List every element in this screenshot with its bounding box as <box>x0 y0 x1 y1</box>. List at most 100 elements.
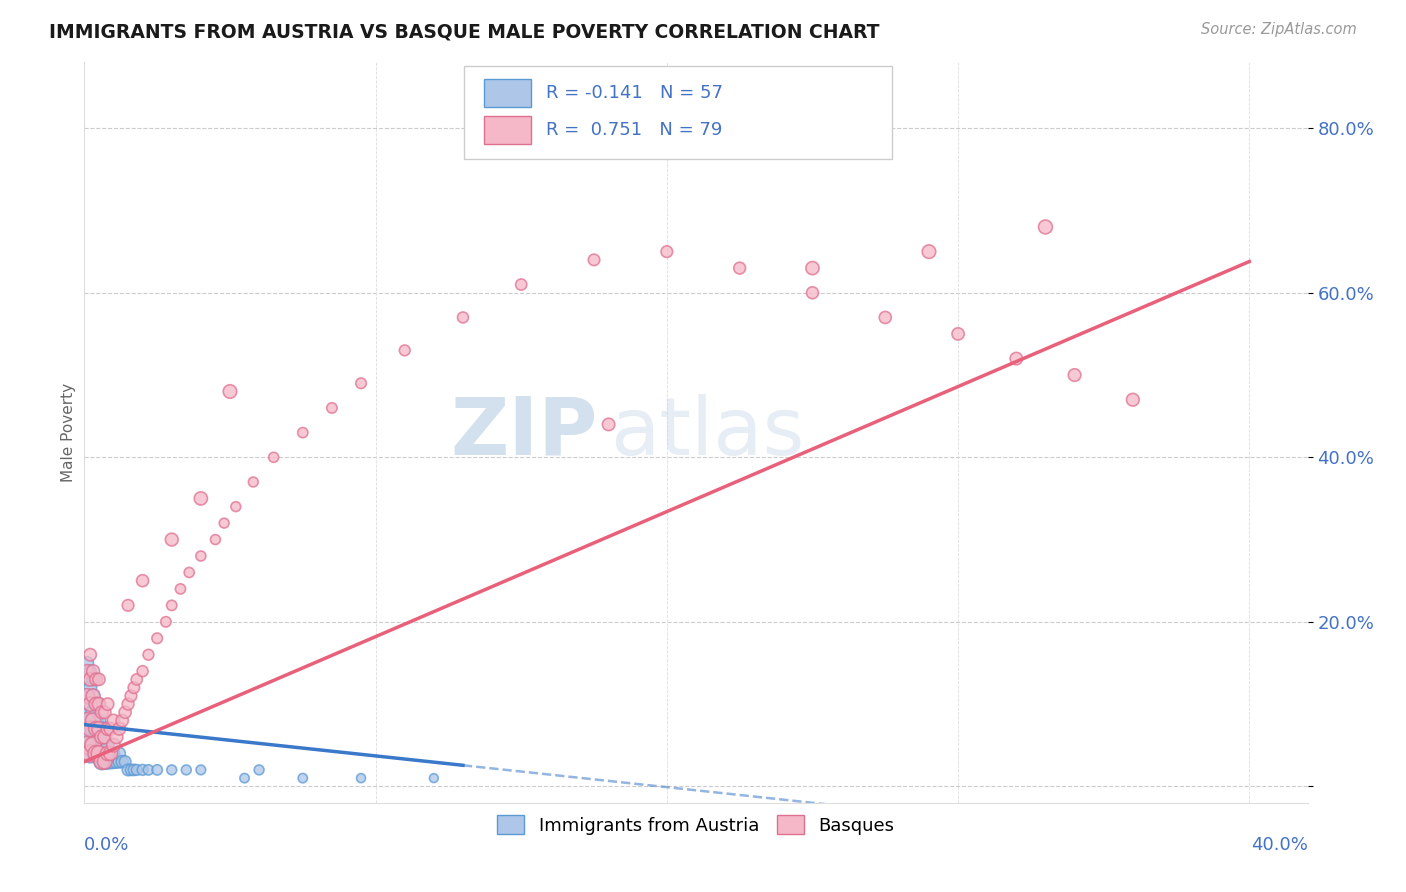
Point <box>93 755 115 769</box>
Point <box>87 730 110 744</box>
Point <box>105 730 128 744</box>
Point <box>1122 392 1144 407</box>
Point <box>117 697 139 711</box>
Y-axis label: Male Poverty: Male Poverty <box>60 383 76 483</box>
Point <box>117 763 139 777</box>
Point <box>84 747 107 761</box>
Point <box>84 714 107 728</box>
Point <box>90 755 112 769</box>
Point <box>90 738 112 752</box>
Point <box>190 491 212 506</box>
Point <box>90 706 112 720</box>
Point <box>423 771 446 785</box>
Text: ZIP: ZIP <box>451 393 598 472</box>
Point <box>100 747 122 761</box>
Point <box>76 722 98 736</box>
Point <box>1005 351 1028 366</box>
Point <box>82 706 104 720</box>
Point <box>108 722 131 736</box>
Point <box>122 763 145 777</box>
Point <box>79 664 101 678</box>
Point <box>90 730 112 744</box>
Point <box>84 697 107 711</box>
Point <box>583 252 606 267</box>
Point <box>76 706 98 720</box>
Point <box>122 681 145 695</box>
Point <box>97 722 120 736</box>
Point <box>125 673 148 687</box>
Point <box>225 500 247 514</box>
Point <box>160 533 183 547</box>
Point <box>100 722 122 736</box>
Text: IMMIGRANTS FROM AUSTRIA VS BASQUE MALE POVERTY CORRELATION CHART: IMMIGRANTS FROM AUSTRIA VS BASQUE MALE P… <box>49 22 880 41</box>
Text: 0.0%: 0.0% <box>84 836 129 855</box>
Point <box>179 566 201 580</box>
Point <box>321 401 343 415</box>
Point <box>76 664 98 678</box>
Point <box>174 763 197 777</box>
Point <box>160 763 183 777</box>
Point <box>79 747 101 761</box>
Point <box>87 697 110 711</box>
Point <box>190 763 212 777</box>
Point <box>90 755 112 769</box>
Point <box>114 706 136 720</box>
Text: R =  0.751   N = 79: R = 0.751 N = 79 <box>546 120 721 139</box>
Text: atlas: atlas <box>610 393 804 472</box>
Point <box>76 689 98 703</box>
Point <box>350 376 373 391</box>
Point <box>946 326 969 341</box>
Point <box>655 244 678 259</box>
Point <box>76 738 98 752</box>
Point <box>1063 368 1085 382</box>
Point <box>105 755 128 769</box>
Text: R = -0.141   N = 57: R = -0.141 N = 57 <box>546 84 723 102</box>
Point <box>204 533 226 547</box>
Point <box>103 738 125 752</box>
Point <box>801 261 824 276</box>
Point <box>160 599 183 613</box>
Point <box>76 714 98 728</box>
Point <box>84 722 107 736</box>
Point <box>190 549 212 563</box>
Point <box>111 755 134 769</box>
Point <box>82 722 104 736</box>
Point <box>93 738 115 752</box>
Point <box>87 697 110 711</box>
Point <box>79 722 101 736</box>
Point <box>82 738 104 752</box>
Point <box>350 771 373 785</box>
Point <box>100 747 122 761</box>
Point <box>125 763 148 777</box>
Point <box>728 261 751 276</box>
Point <box>97 747 120 761</box>
Point <box>87 722 110 736</box>
Point <box>82 689 104 703</box>
Point <box>875 310 897 325</box>
Point <box>82 714 104 728</box>
Legend: Immigrants from Austria, Basques: Immigrants from Austria, Basques <box>491 808 901 842</box>
Point <box>93 730 115 744</box>
Point <box>219 384 242 399</box>
Point <box>114 755 136 769</box>
Point <box>108 747 131 761</box>
Point <box>146 632 169 646</box>
Point <box>131 574 153 588</box>
Point <box>918 244 941 259</box>
Point <box>93 706 115 720</box>
Point <box>79 673 101 687</box>
Point <box>82 664 104 678</box>
Point <box>291 771 314 785</box>
Point <box>87 747 110 761</box>
Point <box>247 763 270 777</box>
Point <box>242 475 264 489</box>
Point <box>76 738 98 752</box>
Point <box>87 747 110 761</box>
Point <box>1035 219 1057 234</box>
Point <box>76 656 98 670</box>
Point <box>93 722 115 736</box>
Point <box>84 747 107 761</box>
Point <box>82 673 104 687</box>
Point <box>598 417 620 432</box>
Point <box>76 673 98 687</box>
